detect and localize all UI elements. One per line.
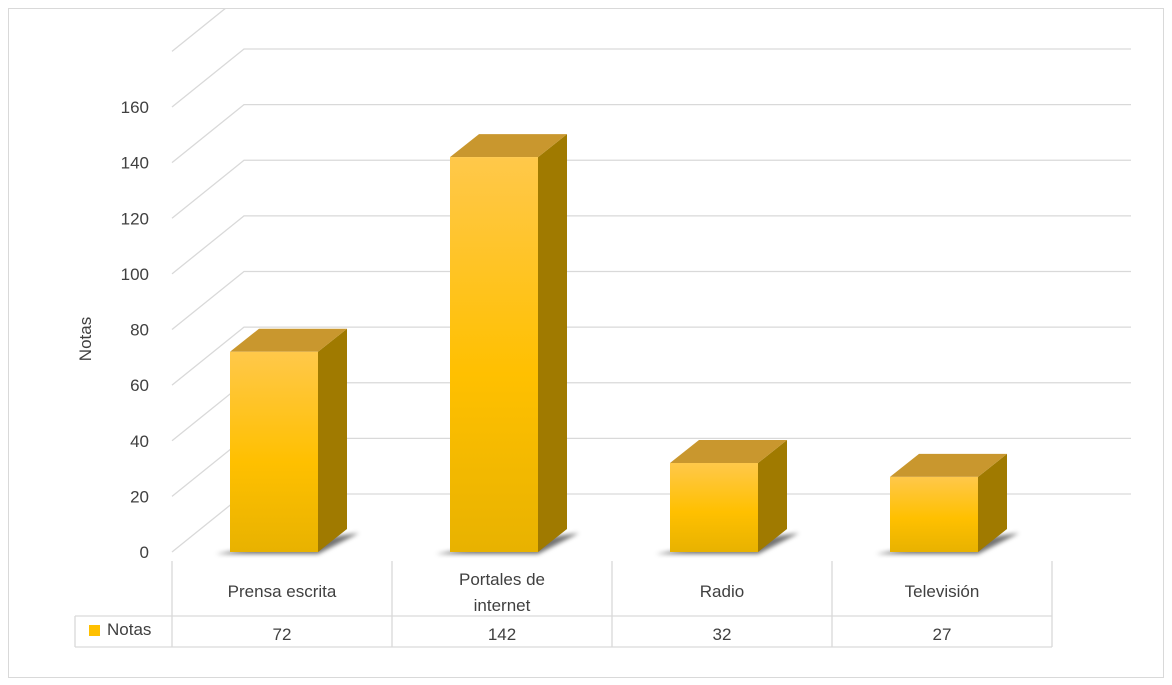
bar-front bbox=[890, 476, 978, 552]
y-tick-label: 20 bbox=[130, 487, 149, 506]
bar-3 bbox=[656, 440, 799, 554]
bar-2 bbox=[436, 134, 579, 554]
grid bbox=[171, 0, 1131, 553]
bar-side bbox=[758, 440, 787, 552]
chart-frame: 0 20 40 60 80 100 120 140 160 Notas Notas Prensa… bbox=[8, 0, 1164, 678]
y-tick-label: 100 bbox=[121, 265, 149, 284]
gridline bbox=[171, 326, 1131, 386]
gridline bbox=[171, 103, 1131, 164]
y-tick-label: 0 bbox=[140, 543, 149, 562]
x-category-label: Prensa escrita bbox=[228, 582, 337, 601]
y-tick-label: 160 bbox=[121, 98, 149, 117]
y-tick-label: 80 bbox=[130, 321, 149, 340]
gridline bbox=[171, 159, 1131, 219]
bar-top bbox=[450, 134, 567, 158]
gridline bbox=[171, 48, 1131, 108]
bar-front bbox=[670, 463, 758, 552]
data-table: Notas Prensa escrita 72 Portales de interne… bbox=[74, 561, 1053, 648]
x-category-label: Televisión bbox=[905, 582, 980, 601]
x-category-label: internet bbox=[474, 596, 531, 615]
gridline bbox=[171, 215, 1131, 275]
bar-4 bbox=[876, 453, 1019, 554]
x-category-label: Radio bbox=[700, 582, 744, 601]
bar-top bbox=[890, 453, 1007, 477]
x-category-label: Portales de bbox=[459, 570, 545, 589]
data-table-value: 32 bbox=[713, 625, 732, 644]
y-axis-label: Notas bbox=[76, 317, 95, 361]
bar-top bbox=[670, 440, 787, 463]
bar-front bbox=[230, 351, 318, 552]
bar-side bbox=[978, 453, 1007, 552]
y-tick-label: 60 bbox=[130, 376, 149, 395]
bar-chart: 0 20 40 60 80 100 120 140 160 Notas Notas Prensa… bbox=[74, 0, 1131, 648]
data-table-value: 27 bbox=[933, 625, 952, 644]
gridline bbox=[171, 0, 237, 52]
gridline bbox=[171, 270, 1131, 331]
y-tick-label: 140 bbox=[121, 154, 149, 173]
legend-swatch-notas bbox=[89, 625, 100, 636]
y-tick-label: 120 bbox=[121, 209, 149, 228]
bar-1 bbox=[216, 328, 359, 554]
data-table-value: 72 bbox=[273, 625, 292, 644]
bar-front bbox=[450, 157, 538, 552]
data-table-series-label: Notas bbox=[107, 620, 151, 639]
y-axis-ticks: 0 20 40 60 80 100 120 140 160 bbox=[121, 98, 149, 562]
data-table-value: 142 bbox=[488, 625, 516, 644]
bars bbox=[216, 134, 1019, 554]
bar-side bbox=[318, 328, 347, 552]
bar-side bbox=[538, 134, 567, 552]
bar-top bbox=[230, 328, 347, 352]
y-tick-label: 40 bbox=[130, 432, 149, 451]
